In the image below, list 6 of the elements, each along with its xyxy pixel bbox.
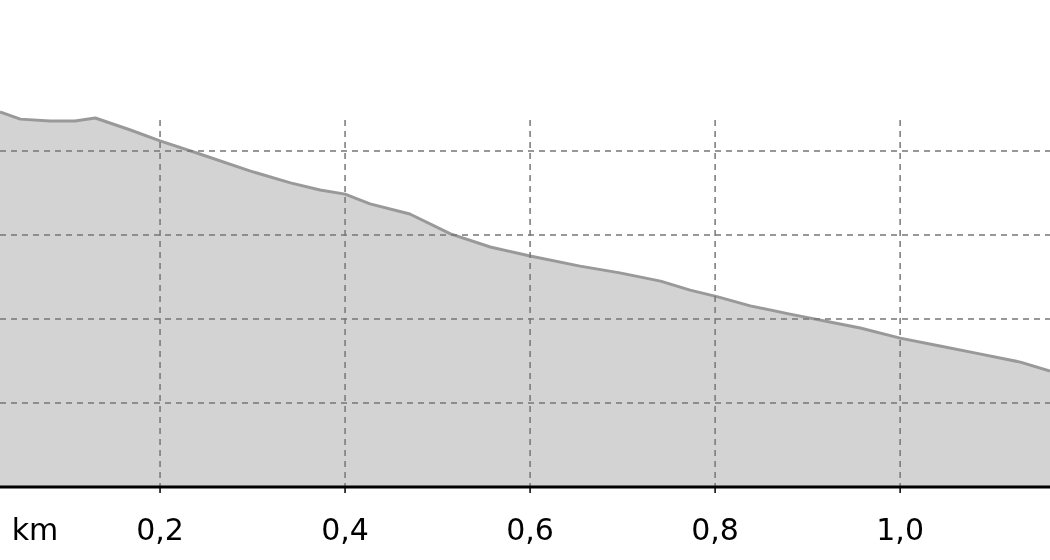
x-tick-label: 0,8	[691, 512, 739, 547]
x-tick-label: 0,4	[321, 512, 369, 547]
x-tick-label: 0,2	[136, 512, 184, 547]
x-tick-label: 1,0	[876, 512, 924, 547]
x-tick-label: 0,6	[506, 512, 554, 547]
x-axis-title: km	[11, 512, 59, 547]
